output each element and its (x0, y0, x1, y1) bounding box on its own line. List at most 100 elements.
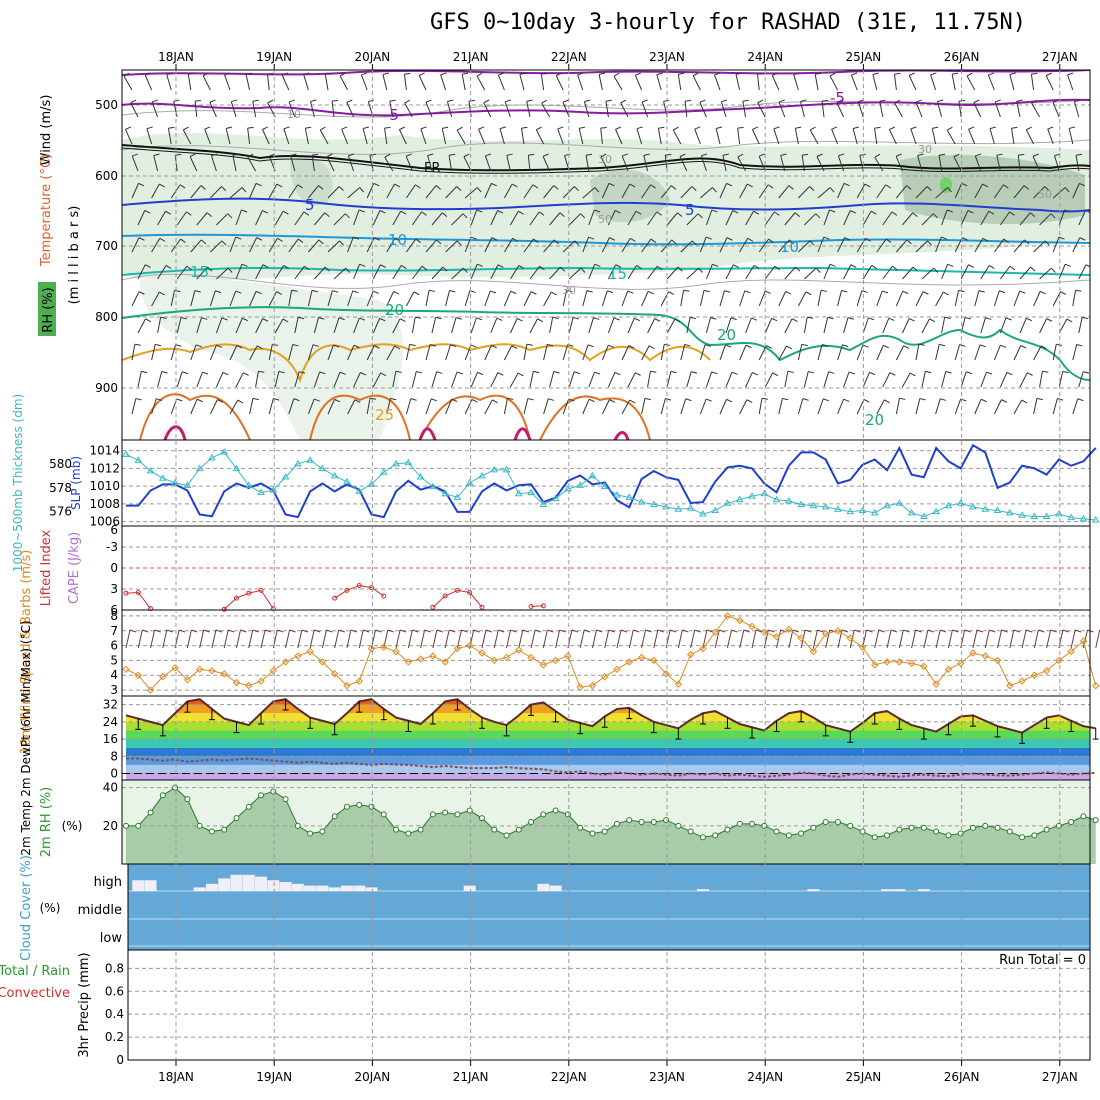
upper-barb-flag (964, 316, 972, 320)
wind-marker (576, 683, 584, 691)
wind-marker (404, 658, 413, 666)
upper-barb (647, 318, 656, 334)
upper-barb (921, 213, 934, 226)
surface-barb-flag (1075, 629, 1082, 633)
upper-barb (582, 399, 590, 415)
wind-marker (159, 673, 167, 681)
label-20-b: 20 (717, 326, 736, 344)
upper-barb-flag (988, 210, 995, 215)
upper-barb-flag (456, 186, 462, 192)
upper-barb (157, 265, 167, 280)
surface-barb (997, 629, 1003, 649)
precip-tick-label: 0 (116, 1053, 124, 1067)
upper-barb (1078, 210, 1087, 226)
upper-barb-flag (1079, 182, 1085, 187)
upper-barb-flag (780, 153, 787, 157)
upper-barb-flag (765, 345, 772, 349)
upper-barb (856, 290, 863, 307)
upper-barb (519, 74, 525, 91)
upper-barb (1013, 399, 1023, 415)
upper-barb-flag (310, 99, 317, 102)
surface-barb (591, 629, 597, 649)
surface-barb (555, 629, 561, 649)
top-date-label: 18JAN (158, 50, 194, 64)
upper-barb-flag (966, 72, 973, 77)
upper-barb-flag (732, 210, 739, 214)
upper-barb-flag (186, 211, 192, 216)
upper-barb (680, 290, 685, 307)
upper-barb-flag (153, 153, 160, 156)
upper-barb-flag (1026, 317, 1032, 322)
upper-barb-flag (373, 182, 380, 187)
rh-marker (1043, 826, 1050, 833)
rh-marker (123, 822, 129, 829)
upper-barb (1033, 291, 1041, 307)
upper-barb (620, 102, 629, 118)
upper-barb-flag (782, 397, 789, 401)
surface-barb-flag (129, 629, 137, 633)
contour-freezing (122, 144, 1090, 172)
surface-barb-flag (915, 629, 922, 633)
upper-barb-flag (894, 99, 901, 104)
upper-barb (153, 155, 159, 172)
upper-barb-flag (353, 344, 360, 349)
thickness-marker (907, 508, 916, 516)
upper-barb (146, 128, 153, 145)
upper-barb (758, 345, 767, 361)
upper-barb-flag (829, 263, 836, 267)
upper-barb-flag (421, 265, 428, 271)
upper-barb-flag (572, 316, 580, 320)
upper-barb (936, 101, 943, 118)
upper-barb-flag (159, 291, 165, 296)
upper-barb (372, 372, 382, 388)
upper-barb-flag (815, 72, 822, 75)
upper-barb-flag (809, 186, 815, 192)
upper-barb (1068, 128, 1074, 145)
upper-barb (268, 398, 274, 415)
upper-barb (1039, 213, 1052, 226)
thickness-marker (772, 495, 781, 503)
upper-barb (974, 155, 982, 172)
upper-barb (420, 128, 427, 145)
upper-barb (255, 264, 264, 280)
surface-barb-flag (436, 629, 444, 633)
upper-tick-label: 800 (95, 310, 118, 324)
surface-barb (1033, 629, 1039, 649)
thickness-marker (600, 482, 609, 490)
upper-barb-flag (380, 372, 387, 377)
surface-barb (420, 629, 426, 649)
upper-barb (209, 344, 217, 361)
upper-barb-flag (767, 184, 774, 189)
upper-barb-flag (1024, 239, 1030, 245)
upper-barb (499, 128, 505, 145)
upper-barb-flag (788, 185, 794, 190)
upper-barb-flag (1032, 153, 1039, 157)
upper-barb (130, 102, 139, 118)
wind-marker (772, 632, 781, 641)
upper-barb (425, 239, 437, 253)
upper-barb (441, 128, 447, 145)
upper-barb (324, 74, 329, 91)
upper-barb-flag (516, 318, 523, 322)
upper-barb-flag (519, 72, 526, 76)
upper-barb-flag (778, 99, 785, 103)
upper-barb (503, 238, 514, 253)
label-rh50-b: 50 (1038, 188, 1052, 201)
upper-barb (261, 129, 270, 145)
upper-barb (509, 372, 519, 388)
upper-barb-flag (144, 210, 151, 214)
upper-barb-flag (852, 126, 859, 130)
rh-marker (650, 819, 657, 825)
upper-barb-flag (674, 318, 681, 323)
upper-barb-flag (656, 265, 663, 271)
surface-barb (346, 629, 352, 649)
upper-barb (137, 371, 142, 388)
upper-barb (679, 156, 688, 172)
upper-barb (151, 183, 160, 199)
upper-barb-flag (882, 290, 889, 294)
li-tick-label: 3 (110, 582, 118, 596)
thickness-marker (699, 510, 707, 517)
upper-barb-flag (668, 291, 675, 295)
upper-barb (562, 290, 568, 307)
label-freezing: FR (424, 161, 441, 176)
